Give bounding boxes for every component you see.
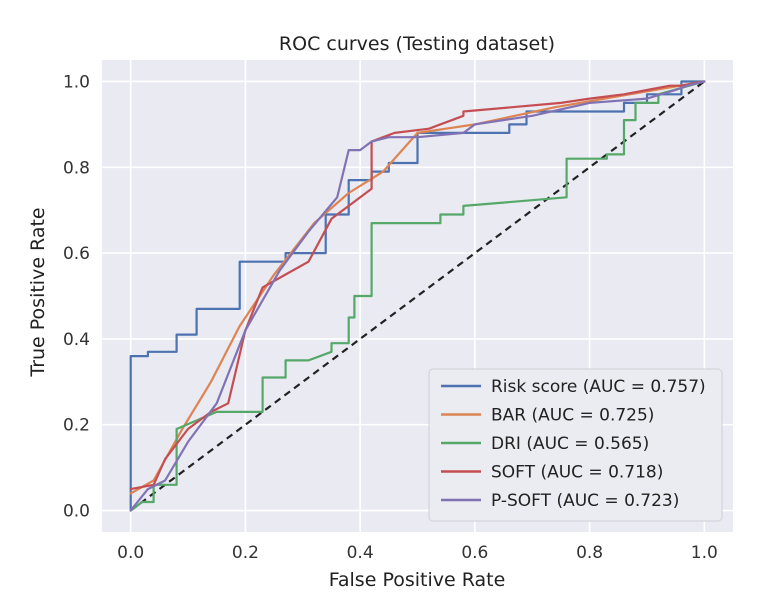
- x-tick-label: 1.0: [691, 543, 718, 563]
- x-tick-label: 0.4: [347, 543, 374, 563]
- y-tick-label: 0.6: [63, 244, 90, 264]
- series-line: [129, 80, 706, 512]
- legend: Risk score (AUC = 0.757) BAR (AUC = 0.725…: [428, 368, 723, 522]
- x-tick-label: 0.8: [576, 543, 603, 563]
- x-tick-label: 0.2: [232, 543, 259, 563]
- y-tick-label: 0.2: [63, 416, 90, 436]
- x-tick-labels: 0.0 0.2 0.4 0.6 0.8 1.0: [117, 543, 718, 563]
- y-tick-label: 0.4: [63, 330, 90, 350]
- y-tick-label: 0.0: [63, 502, 90, 522]
- chart-title: ROC curves (Testing dataset): [279, 33, 555, 55]
- y-tick-label: 1.0: [63, 72, 90, 92]
- legend-box: [428, 368, 723, 522]
- x-tick-label: 0.0: [117, 543, 144, 563]
- x-tick-label: 0.6: [461, 543, 488, 563]
- legend-label: Risk score (AUC = 0.757): [491, 377, 706, 397]
- series-line: [129, 80, 706, 495]
- legend-label: BAR (AUC = 0.725): [491, 406, 654, 426]
- legend-label: P-SOFT (AUC = 0.723): [491, 491, 679, 511]
- series-lines: [129, 80, 706, 512]
- legend-label: DRI (AUC = 0.565): [491, 434, 649, 454]
- y-axis-title: True Positive Rate: [27, 207, 49, 377]
- x-axis-title: False Positive Rate: [329, 569, 506, 591]
- legend-label: SOFT (AUC = 0.718): [491, 463, 663, 483]
- series-line: [129, 80, 706, 512]
- y-tick-labels: 0.0 0.2 0.4 0.6 0.8 1.0: [63, 72, 90, 521]
- y-tick-label: 0.8: [63, 158, 90, 178]
